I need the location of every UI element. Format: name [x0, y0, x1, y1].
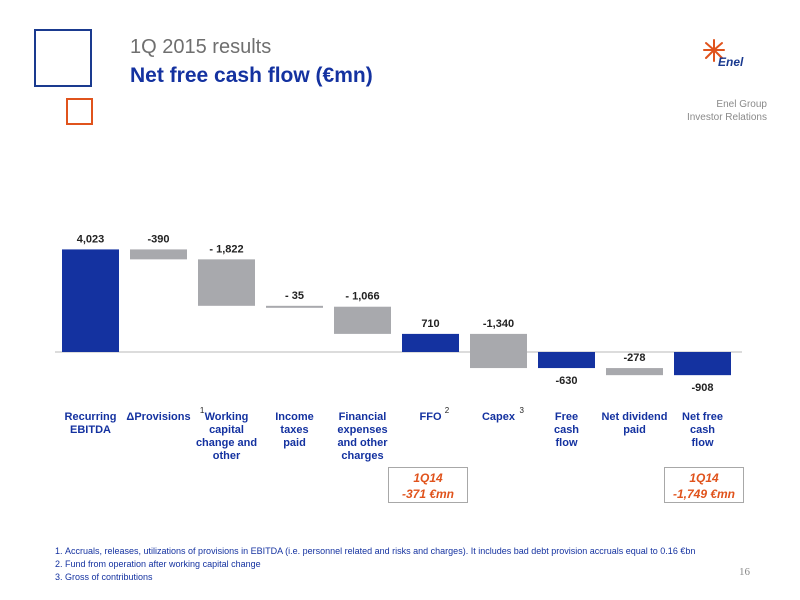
category-label-4-3: charges — [341, 450, 383, 462]
footnote-ref-1: 1 — [200, 406, 205, 415]
category-label-0-1: EBITDA — [70, 424, 111, 436]
footnotes: Accruals, releases, utilizations of prov… — [50, 545, 695, 584]
category-label-7-2: flow — [556, 437, 578, 449]
footnote-3: Gross of contributions — [65, 571, 695, 584]
value-label-8: -278 — [623, 352, 645, 364]
decorative-orange-square — [66, 98, 93, 125]
callout-nfcf-value: -1,749 €mn — [672, 487, 736, 501]
bar-5 — [402, 333, 459, 352]
footnote-2: Fund from operation after working capita… — [65, 558, 695, 571]
bar-7 — [538, 352, 595, 369]
decorative-blue-square — [34, 29, 92, 87]
category-label-2-3: other — [213, 450, 241, 462]
page-number: 16 — [739, 566, 750, 578]
bar-3 — [266, 305, 323, 308]
category-label-9-0: Net free — [682, 411, 723, 423]
bar-9 — [674, 352, 731, 376]
bar-0 — [62, 249, 119, 352]
category-label-8-1: paid — [623, 424, 646, 436]
callout-nfcf-period: 1Q14 — [689, 471, 719, 485]
value-label-3: - 35 — [285, 290, 304, 302]
category-label-3-2: paid — [283, 437, 306, 449]
category-label-4-0: Financial — [339, 411, 387, 423]
category-label-7-1: cash — [554, 424, 579, 436]
org-line-1: Enel Group — [716, 99, 767, 110]
org-label: Enel Group Investor Relations — [687, 98, 767, 124]
value-label-4: - 1,066 — [345, 291, 379, 303]
callout-1q14-ffo: 1Q14 -371 €mn — [388, 467, 468, 503]
category-label-6-0: Capex — [482, 411, 516, 423]
bar-8 — [606, 368, 663, 376]
bar-1 — [130, 249, 187, 260]
category-label-9-2: flow — [692, 437, 714, 449]
value-label-1: -390 — [147, 233, 169, 245]
category-label-1-0: ΔProvisions — [126, 411, 190, 423]
enel-logo-icon — [703, 39, 725, 62]
footnote-ref-5: 2 — [445, 406, 450, 415]
value-label-2: - 1,822 — [209, 243, 243, 255]
category-label-8-0: Net dividend — [601, 411, 667, 423]
category-label-4-1: expenses — [337, 424, 387, 436]
section-kicker: 1Q 2015 results — [130, 36, 272, 58]
category-label-4-2: and other — [337, 437, 388, 449]
footnote-1: Accruals, releases, utilizations of prov… — [65, 545, 695, 558]
org-line-2: Investor Relations — [686, 112, 767, 123]
bar-2 — [198, 259, 255, 306]
value-label-0: 4,023 — [77, 233, 105, 245]
category-label-7-0: Free — [555, 411, 578, 423]
category-label-2-0: Working — [205, 411, 249, 423]
value-label-7: -630 — [555, 375, 577, 387]
callout-1q14-net-free-cash-flow: 1Q14 -1,749 €mn — [664, 467, 744, 503]
category-label-5-0: FFO — [420, 411, 442, 423]
bar-4 — [334, 306, 391, 334]
callout-ffo-period: 1Q14 — [413, 471, 443, 485]
value-label-5: 710 — [421, 318, 439, 330]
category-label-2-1: capital — [209, 424, 244, 436]
value-label-9: -908 — [691, 382, 713, 394]
category-label-2-2: change and — [196, 437, 257, 449]
enel-logo-text: Enel — [718, 55, 744, 69]
category-label-3-0: Income — [275, 411, 314, 423]
category-label-3-1: taxes — [280, 424, 308, 436]
page-title: Net free cash flow (€mn) — [130, 64, 373, 87]
category-label-0-0: Recurring — [65, 411, 117, 423]
footnote-ref-6: 3 — [520, 406, 525, 415]
value-label-6: -1,340 — [483, 318, 514, 330]
category-label-9-1: cash — [690, 424, 715, 436]
callout-ffo-value: -371 €mn — [401, 487, 455, 501]
bar-6 — [470, 333, 527, 369]
